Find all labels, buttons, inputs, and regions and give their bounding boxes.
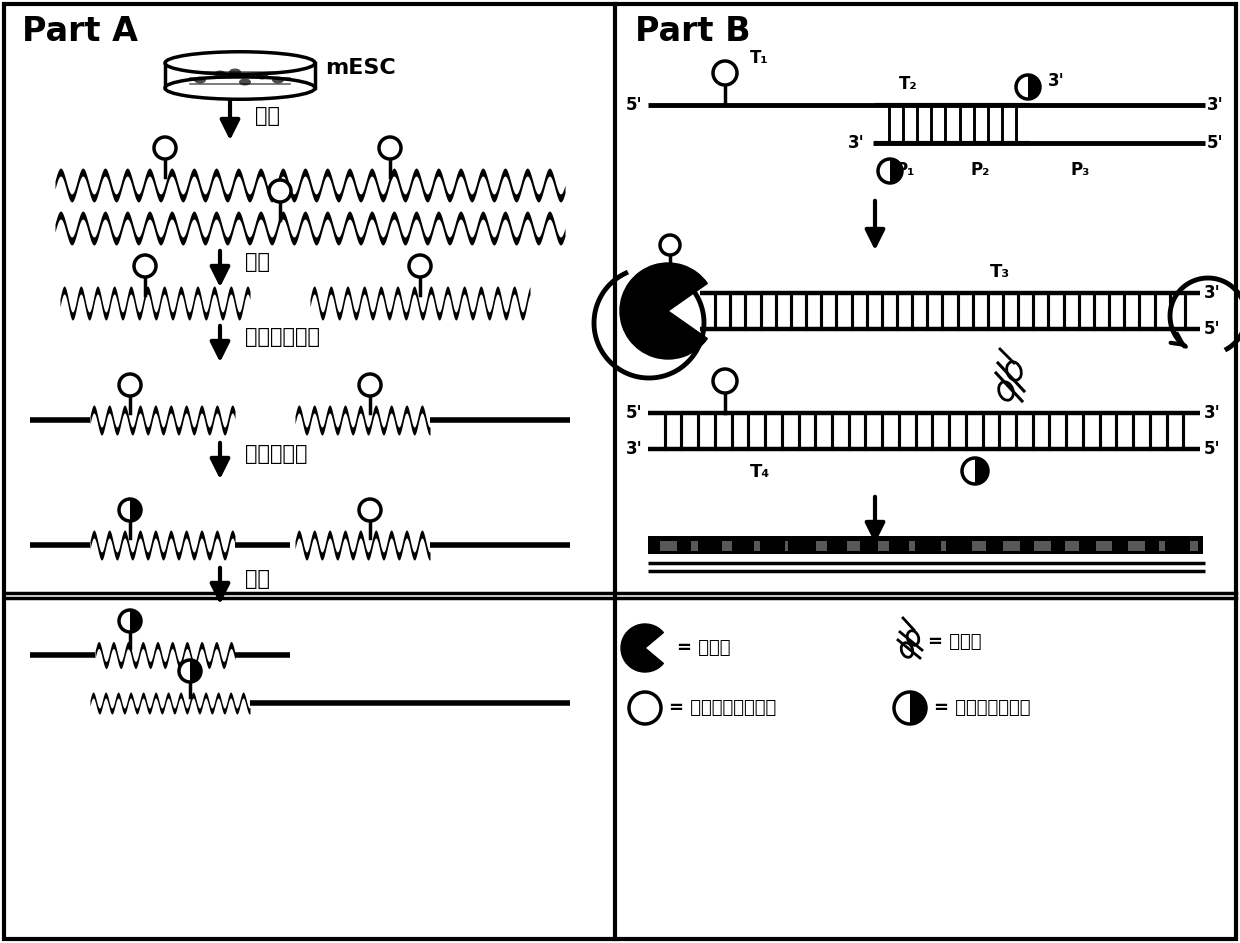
Ellipse shape [165,52,315,74]
Text: T₃: T₃ [990,263,1011,281]
Text: 变性: 变性 [246,569,270,589]
Bar [660,541,672,551]
Ellipse shape [272,76,284,84]
Bar [909,541,923,551]
Text: = 特异性标记位点: = 特异性标记位点 [934,699,1030,717]
FancyBboxPatch shape [4,4,1236,939]
Text: 3': 3' [1207,96,1224,114]
Circle shape [878,159,901,183]
Ellipse shape [239,78,250,86]
Circle shape [269,180,291,202]
Bar [1034,541,1042,551]
Bar [1003,541,1017,551]
Wedge shape [130,499,141,521]
Ellipse shape [998,382,1013,400]
Bar [1127,541,1136,551]
Text: 5': 5' [626,404,642,422]
Text: 3': 3' [848,134,864,152]
Text: 5': 5' [626,96,642,114]
Wedge shape [975,458,988,484]
Circle shape [1016,75,1040,99]
Text: 3': 3' [1204,284,1220,302]
Ellipse shape [1007,362,1022,380]
Bar [847,541,853,551]
Bar [972,541,987,551]
Text: 破碎: 破碎 [246,252,270,272]
Ellipse shape [229,69,241,75]
Ellipse shape [193,76,206,84]
Text: = 表观遗传修饰位点: = 表观遗传修饰位点 [670,699,776,717]
Text: 分离: 分离 [255,106,280,126]
Circle shape [660,235,680,255]
Circle shape [379,137,401,159]
Text: 5': 5' [1204,440,1220,458]
Text: = 聚合酶: = 聚合酶 [677,639,730,657]
Ellipse shape [255,73,268,79]
Text: 特异性标记: 特异性标记 [246,444,308,464]
Wedge shape [620,263,707,359]
Ellipse shape [908,631,919,645]
Circle shape [713,369,737,393]
Text: P₂: P₂ [971,161,990,179]
Text: = 切口酶: = 切口酶 [928,633,982,651]
Bar [1190,541,1205,551]
Bar [649,536,1203,554]
Text: Part A: Part A [22,15,138,48]
Bar [723,541,727,551]
Text: 5': 5' [1207,134,1224,152]
Wedge shape [130,610,141,632]
Wedge shape [621,624,663,672]
Circle shape [360,499,381,521]
Text: 3': 3' [1204,404,1220,422]
Text: P₁: P₁ [895,161,915,179]
Text: 5': 5' [1204,320,1220,338]
Bar [816,541,830,551]
Ellipse shape [901,643,913,657]
Circle shape [713,61,737,85]
Text: 3': 3' [1048,72,1065,90]
Text: 5': 5' [626,284,642,302]
Text: T₂: T₂ [899,75,918,93]
Bar [878,541,888,551]
Circle shape [119,610,141,632]
Wedge shape [890,159,901,183]
Bar [1096,541,1111,551]
Text: T₁: T₁ [750,49,769,67]
Circle shape [629,692,661,724]
Bar [691,541,707,551]
Ellipse shape [165,76,315,99]
Circle shape [179,660,201,682]
Ellipse shape [215,71,226,77]
Circle shape [119,374,141,396]
Text: P₃: P₃ [1070,161,1090,179]
Text: 3': 3' [626,440,642,458]
Circle shape [894,692,926,724]
Wedge shape [1028,75,1040,99]
Circle shape [360,374,381,396]
Wedge shape [910,692,926,724]
Text: 连接通用接头: 连接通用接头 [246,327,320,347]
Circle shape [409,255,432,277]
Bar [754,541,769,551]
Circle shape [134,255,156,277]
Bar [1065,541,1074,551]
Text: T₄: T₄ [750,463,770,481]
Bar [941,541,950,551]
Bar [785,541,795,551]
Bar [1159,541,1173,551]
Circle shape [154,137,176,159]
Wedge shape [190,660,201,682]
Text: Part B: Part B [635,15,750,48]
Text: mESC: mESC [325,58,396,78]
Circle shape [119,499,141,521]
Circle shape [962,458,988,484]
